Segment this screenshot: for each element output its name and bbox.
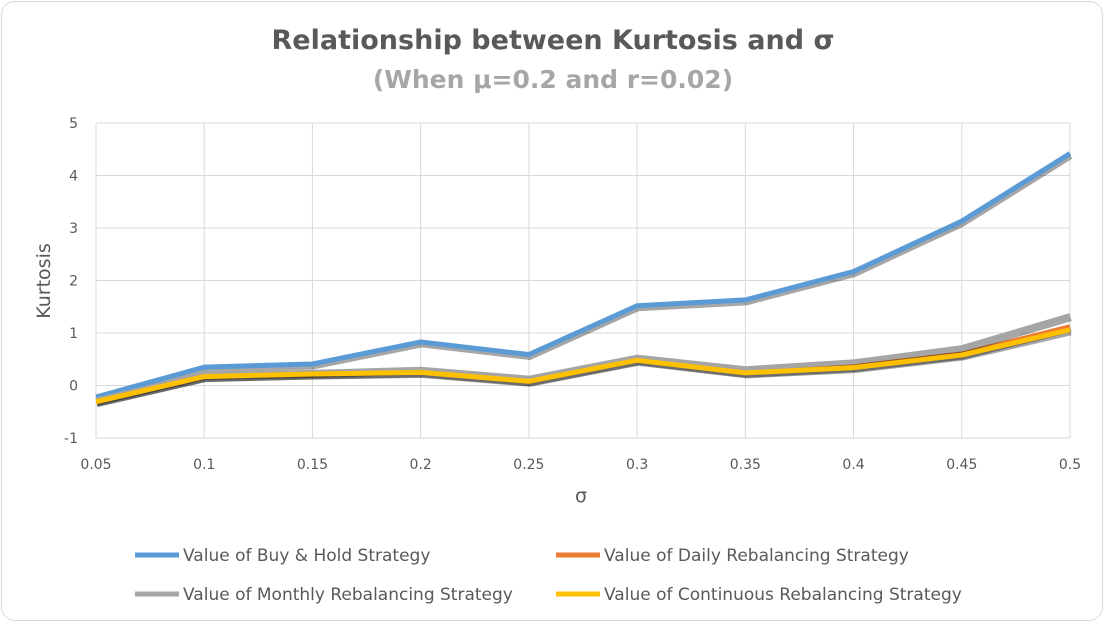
legend-label: Value of Daily Rebalancing Strategy — [604, 546, 909, 566]
y-tick-label: 4 — [69, 169, 78, 185]
legend-item: Value of Daily Rebalancing Strategy — [556, 546, 909, 566]
x-tick-label: 0.15 — [297, 457, 328, 473]
y-tick-label: 3 — [69, 221, 78, 237]
y-tick-label: 0 — [69, 379, 78, 395]
x-tick-label: 0.3 — [626, 457, 648, 473]
x-tick-label: 0.1 — [193, 457, 215, 473]
y-tick-label: 1 — [69, 326, 78, 342]
x-axis-ticks: 0.05 0.1 0.15 0.2 0.25 0.3 0.35 0.4 0.45 0.5 — [80, 457, 1081, 473]
series-line — [95, 327, 1072, 408]
y-tick-label: 2 — [69, 274, 78, 290]
legend-item: Value of Monthly Rebalancing Strategy — [135, 585, 513, 605]
x-tick-label: 0.5 — [1059, 457, 1081, 473]
y-axis-ticks: -1 0 1 2 3 4 5 — [64, 116, 78, 447]
x-tick-label: 0.35 — [730, 457, 761, 473]
series-line-stroke — [95, 151, 1072, 400]
legend-label: Value of Buy & Hold Strategy — [183, 546, 430, 566]
series-line-shadow — [96, 330, 1072, 408]
legend-item: Value of Continuous Rebalancing Strategy — [556, 585, 962, 605]
x-tick-label: 0.05 — [80, 457, 111, 473]
x-tick-label: 0.4 — [842, 457, 864, 473]
legend-label: Value of Monthly Rebalancing Strategy — [183, 585, 513, 605]
legend-label: Value of Continuous Rebalancing Strategy — [604, 585, 962, 605]
legend-item: Value of Buy & Hold Strategy — [135, 546, 430, 566]
x-tick-label: 0.25 — [513, 457, 544, 473]
chart-title: Relationship between Kurtosis and σ — [272, 25, 835, 56]
x-tick-label: 0.45 — [946, 457, 977, 473]
y-tick-label: -1 — [64, 431, 78, 447]
y-axis-label: Kurtosis — [33, 243, 55, 319]
series-line-stroke — [95, 327, 1071, 405]
x-tick-label: 0.2 — [410, 457, 432, 473]
y-tick-label: 5 — [69, 116, 78, 132]
series-line-shadow — [96, 154, 1073, 403]
x-axis-label: σ — [575, 485, 587, 507]
chart-subtitle: (When μ=0.2 and r=0.02) — [373, 65, 733, 94]
grid-lines — [95, 122, 1071, 439]
series-lines — [95, 151, 1073, 408]
legend: Value of Buy & Hold Strategy Value of Dai… — [135, 546, 962, 605]
series-line — [95, 151, 1073, 403]
